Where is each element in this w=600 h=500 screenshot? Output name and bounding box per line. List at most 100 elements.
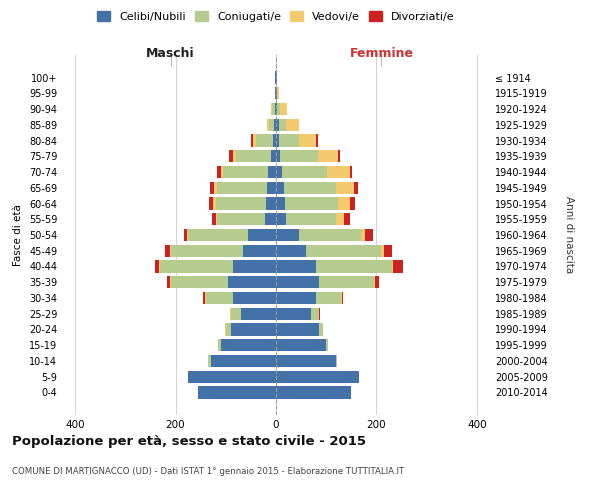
Bar — [271, 150, 276, 162]
Bar — [188, 229, 248, 241]
Bar — [187, 229, 188, 241]
Bar — [221, 166, 223, 178]
Bar — [170, 244, 244, 257]
Bar — [216, 213, 217, 226]
Bar — [392, 260, 393, 272]
Bar — [284, 182, 336, 194]
Bar — [317, 150, 338, 162]
Bar — [350, 166, 352, 178]
Bar — [218, 339, 221, 351]
Bar — [184, 229, 187, 241]
Bar — [276, 134, 278, 146]
Bar — [236, 150, 271, 162]
Bar — [276, 370, 359, 383]
Bar — [327, 166, 350, 178]
Bar — [375, 276, 379, 288]
Bar — [253, 134, 256, 146]
Bar — [326, 339, 328, 351]
Bar — [277, 103, 280, 115]
Bar — [299, 229, 361, 241]
Text: Femmine: Femmine — [349, 47, 413, 60]
Bar — [276, 260, 316, 272]
Bar — [276, 118, 278, 131]
Bar — [280, 150, 317, 162]
Bar — [211, 355, 276, 367]
Bar — [274, 134, 276, 146]
Bar — [276, 198, 285, 209]
Bar — [276, 339, 326, 351]
Bar — [229, 150, 233, 162]
Bar — [226, 324, 231, 336]
Bar — [342, 292, 343, 304]
Bar — [244, 244, 276, 257]
Bar — [276, 308, 311, 320]
Bar — [319, 324, 323, 336]
Bar — [233, 260, 276, 272]
Bar — [338, 198, 350, 209]
Bar — [203, 292, 205, 304]
Bar — [198, 386, 276, 398]
Bar — [217, 213, 265, 226]
Bar — [336, 182, 354, 194]
Bar — [365, 229, 373, 241]
Bar — [272, 103, 275, 115]
Bar — [276, 386, 352, 398]
Bar — [217, 182, 267, 194]
Y-axis label: Anni di nascita: Anni di nascita — [565, 196, 574, 274]
Bar — [306, 244, 382, 257]
Bar — [319, 276, 374, 288]
Bar — [393, 260, 403, 272]
Bar — [276, 229, 299, 241]
Bar — [276, 213, 286, 226]
Text: COMUNE DI MARTIGNACCO (UD) - Dati ISTAT 1° gennaio 2015 - Elaborazione TUTTITALI: COMUNE DI MARTIGNACCO (UD) - Dati ISTAT … — [12, 468, 404, 476]
Bar — [266, 198, 276, 209]
Bar — [213, 198, 216, 209]
Bar — [286, 118, 299, 131]
Bar — [228, 276, 276, 288]
Bar — [384, 244, 392, 257]
Bar — [231, 308, 241, 320]
Bar — [188, 370, 276, 383]
Bar — [160, 260, 233, 272]
Bar — [267, 118, 269, 131]
Bar — [206, 292, 233, 304]
Bar — [280, 103, 287, 115]
Bar — [336, 355, 337, 367]
Bar — [271, 103, 272, 115]
Bar — [170, 276, 228, 288]
Bar — [217, 166, 221, 178]
Bar — [233, 292, 276, 304]
Bar — [251, 134, 253, 146]
Bar — [354, 182, 358, 194]
Bar — [276, 150, 280, 162]
Bar — [316, 260, 392, 272]
Bar — [276, 166, 282, 178]
Bar — [299, 134, 316, 146]
Legend: Celibi/Nubili, Coniugati/e, Vedovi/e, Divorziati/e: Celibi/Nubili, Coniugati/e, Vedovi/e, Di… — [94, 8, 458, 25]
Bar — [231, 324, 276, 336]
Bar — [374, 276, 375, 288]
Bar — [209, 198, 213, 209]
Bar — [282, 166, 327, 178]
Bar — [155, 260, 160, 272]
Bar — [316, 292, 341, 304]
Bar — [350, 198, 355, 209]
Bar — [361, 229, 365, 241]
Bar — [269, 118, 274, 131]
Bar — [248, 229, 276, 241]
Bar — [166, 244, 170, 257]
Bar — [277, 87, 278, 100]
Bar — [316, 134, 317, 146]
Bar — [336, 213, 344, 226]
Bar — [265, 213, 276, 226]
Bar — [338, 150, 340, 162]
Bar — [267, 182, 276, 194]
Bar — [233, 150, 236, 162]
Bar — [276, 324, 319, 336]
Bar — [241, 308, 276, 320]
Bar — [311, 308, 319, 320]
Bar — [275, 103, 276, 115]
Bar — [285, 198, 338, 209]
Text: Popolazione per età, sesso e stato civile - 2015: Popolazione per età, sesso e stato civil… — [12, 435, 366, 448]
Bar — [382, 244, 384, 257]
